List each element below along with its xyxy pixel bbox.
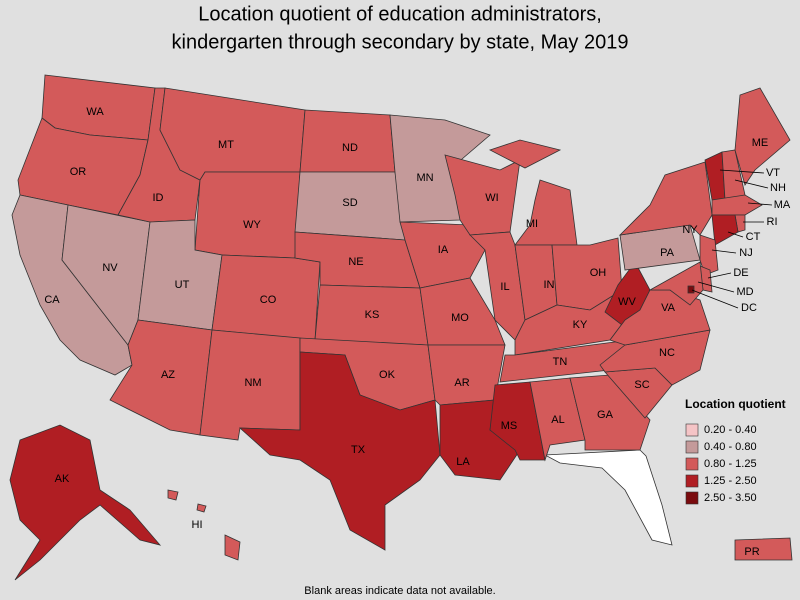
state-label: ID: [153, 192, 164, 204]
state: [9, 424, 162, 581]
state: [648, 261, 704, 306]
state-label: NE: [348, 256, 363, 268]
legend-label: 0.80 - 1.25: [704, 458, 757, 470]
title-line: Location quotient of education administr…: [198, 3, 602, 25]
state-label: DC: [741, 302, 757, 314]
state-label: WI: [485, 192, 498, 204]
state-label: KY: [573, 319, 588, 331]
state-label: PA: [660, 247, 675, 259]
state: [734, 537, 793, 561]
leader-line: [747, 202, 773, 206]
state-label: WY: [243, 219, 261, 231]
state-label: MI: [526, 218, 538, 230]
state-label: WV: [618, 296, 636, 308]
leader-line: [711, 249, 737, 254]
state: [609, 289, 711, 346]
state-label: DE: [733, 267, 748, 279]
state-label: ND: [342, 142, 358, 154]
state-label: CT: [746, 231, 761, 243]
leader-line: [719, 169, 765, 174]
state-label: NJ: [739, 247, 752, 259]
state: [711, 194, 763, 216]
state-label: RI: [767, 216, 778, 228]
state-label: NM: [244, 377, 261, 389]
state-label: NC: [659, 347, 675, 359]
state-label: CO: [260, 294, 277, 306]
state-label: OK: [379, 369, 396, 381]
note: Blank areas indicate data not available.: [304, 585, 495, 597]
leader-line: [697, 281, 735, 293]
title-line: kindergarten through secondary by state,…: [172, 31, 629, 53]
state-label: VT: [766, 167, 780, 179]
leader-line: [734, 179, 769, 189]
state-label: IA: [438, 244, 449, 256]
state: [419, 277, 506, 346]
legend-label: 1.25 - 2.50: [704, 475, 757, 487]
state-label: CA: [44, 294, 60, 306]
state-label: MT: [218, 139, 234, 151]
state-label: UT: [175, 279, 190, 291]
state: [167, 489, 241, 561]
state-labels: WA OR CA NV ID MT WY UT AZ CO NM ND SD NE KS OK TX MN IA MO…: [44, 106, 791, 558]
state: [194, 171, 301, 259]
legend-swatch: [685, 423, 699, 437]
legend: 0.20 - 0.40 0.40 - 0.80 0.80 - 1.25 1.25 - …: [685, 423, 757, 505]
state-label: PR: [744, 546, 759, 558]
leader-line: [727, 231, 744, 238]
state: [687, 285, 695, 294]
state-label: OR: [70, 166, 87, 178]
state: [734, 87, 791, 186]
state-label: AR: [454, 377, 469, 389]
leader-line: [691, 289, 739, 309]
state-label: HI: [192, 519, 203, 531]
state-label: SD: [342, 197, 357, 209]
state-label: MO: [451, 312, 469, 324]
state-label: MD: [736, 286, 753, 298]
legend-label: 2.50 - 3.50: [704, 492, 757, 504]
state: [211, 254, 321, 341]
state-no-data: [543, 449, 673, 546]
legend-swatch: [685, 440, 699, 454]
state-label: AK: [55, 473, 70, 485]
state-label: SC: [634, 379, 649, 391]
state-label: WA: [86, 106, 104, 118]
state-label: MN: [416, 172, 433, 184]
legend-label: 0.40 - 0.80: [704, 441, 757, 453]
state-label: TX: [351, 444, 366, 456]
state-label: ME: [752, 137, 769, 149]
state: [711, 214, 739, 246]
state-label: MA: [774, 199, 791, 211]
state-label: GA: [597, 409, 614, 421]
state-label: VA: [661, 302, 676, 314]
state-label: LA: [456, 456, 470, 468]
legend-title: Location quotient: [685, 397, 786, 411]
state-label: NV: [102, 262, 118, 274]
state-label: MS: [501, 420, 518, 432]
legend-label: 0.20 - 0.40: [704, 424, 757, 436]
state: [699, 234, 719, 276]
state-label: NH: [770, 182, 786, 194]
state-label: NY: [682, 224, 698, 236]
state-label: IN: [544, 279, 555, 291]
state-label: TN: [553, 356, 568, 368]
state: [238, 351, 441, 551]
states: [9, 74, 793, 581]
state-label: AZ: [161, 369, 175, 381]
state-label: OH: [590, 267, 607, 279]
legend-swatch: [685, 491, 699, 505]
state: [529, 377, 586, 462]
state-label: KS: [365, 309, 380, 321]
legend-swatch: [685, 457, 699, 471]
state-label: IL: [500, 281, 509, 293]
state: [618, 161, 713, 236]
state-label: AL: [551, 414, 564, 426]
leader-line: [707, 272, 732, 279]
legend-swatch: [685, 474, 699, 488]
